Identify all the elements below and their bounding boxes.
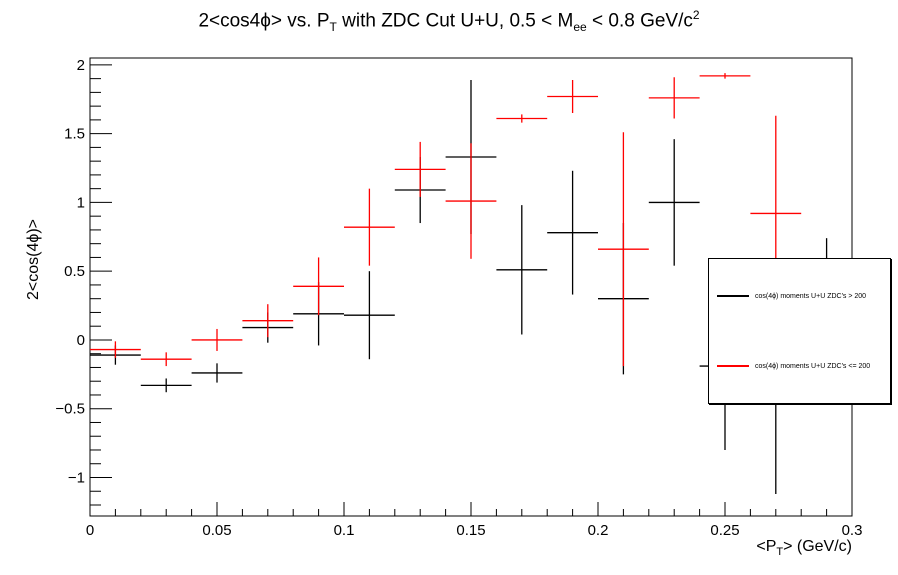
- series-red-zdc-le-200: [90, 73, 802, 367]
- x-tick-label: 0: [86, 522, 94, 539]
- y-tick-label: −1: [68, 469, 85, 486]
- y-tick-label: 2: [77, 57, 85, 74]
- y-tick-label: 0.5: [64, 263, 85, 280]
- title-sup: 2: [692, 8, 700, 22]
- y-tick-label: 1.5: [64, 126, 85, 143]
- y-tick-label: 0: [77, 332, 85, 349]
- legend-label-black: cos(4ϕ) moments U+U ZDC's > 200: [755, 292, 867, 300]
- chart-title: 2<cos4ϕ> vs. PT with ZDC Cut U+U, 0.5 < …: [0, 8, 898, 34]
- y-tick-label: 1: [77, 194, 85, 211]
- legend-entry-red: cos(4ϕ) moments U+U ZDC's <= 200: [717, 359, 870, 373]
- x-tick-label: 0.15: [456, 522, 485, 539]
- legend-swatch-black: [717, 295, 749, 297]
- x-axis-label-b: > (GeV/c): [783, 538, 852, 555]
- legend-swatch-red: [717, 365, 749, 367]
- title-after: with ZDC Cut U+U, 0.5 < M: [336, 10, 574, 32]
- x-axis-label-sub: T: [776, 546, 784, 559]
- y-tick-label: −0.5: [55, 401, 85, 418]
- x-tick-label: 0.25: [710, 522, 739, 539]
- x-axis-label: <PT> (GeV/c): [756, 538, 852, 558]
- x-tick-label: 0.1: [334, 522, 355, 539]
- x-tick-label: 0.05: [202, 522, 231, 539]
- x-tick-label: 0.2: [588, 522, 609, 539]
- title-sub-t: T: [329, 20, 337, 35]
- legend-label-red: cos(4ϕ) moments U+U ZDC's <= 200: [755, 362, 871, 370]
- title-sub-ee: ee: [573, 20, 587, 35]
- x-axis-label-a: <P: [756, 538, 777, 555]
- x-tick-label: 0.3: [842, 522, 863, 539]
- title-prefix: 2<cos4: [198, 10, 261, 32]
- title-phi: ϕ: [260, 10, 271, 32]
- legend: cos(4ϕ) moments U+U ZDC's > 200 cos(4ϕ) …: [708, 258, 891, 404]
- axis-ticks: [89, 64, 853, 516]
- legend-entry-black: cos(4ϕ) moments U+U ZDC's > 200: [717, 289, 866, 303]
- axis-tick-labels: 0 0.05 0.1 0.15 0.2 0.25 0.3 −1 −0.5 0 0.5 1 1.5 2: [55, 57, 862, 539]
- y-axis-label: 2<cos(4ϕ)>: [25, 219, 42, 300]
- y-axis-label-wrap: 2<cos(4ϕ)>: [12, 150, 42, 300]
- title-mid: > vs. P: [270, 10, 330, 32]
- title-tail: < 0.8 GeV/c: [586, 10, 693, 32]
